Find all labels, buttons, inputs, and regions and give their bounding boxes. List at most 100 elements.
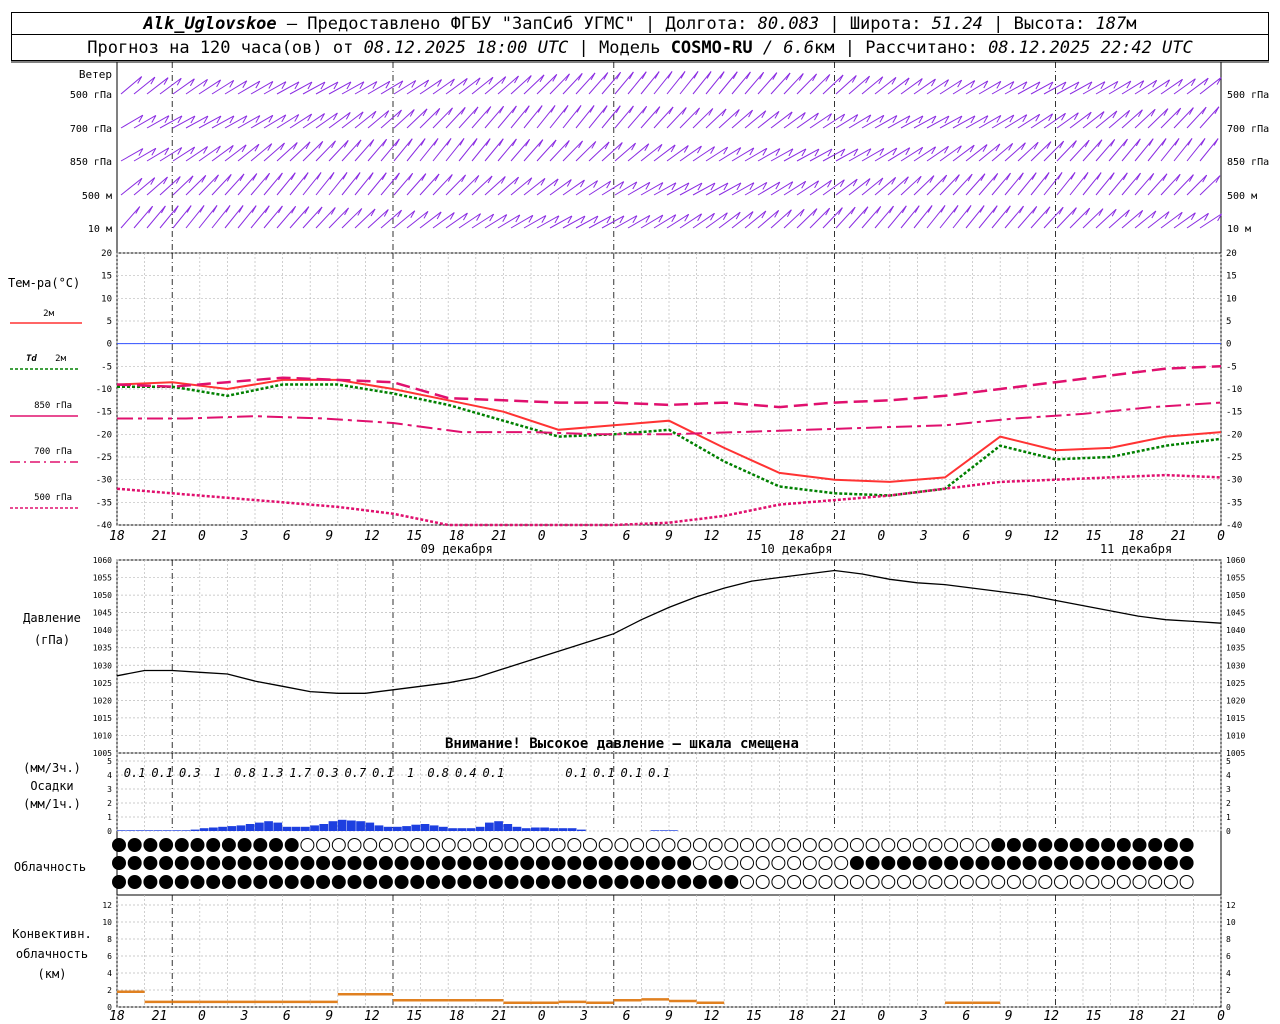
header-line-2: Прогноз на 120 часа(ов) от 08.12.2025 18… [11, 34, 1269, 61]
wind-barb [848, 206, 869, 229]
wind-barb [536, 139, 557, 162]
wind-barb [770, 148, 794, 162]
wind-barb-feather [762, 182, 768, 190]
wind-barb-feather [680, 71, 686, 79]
wind-barb-feather [774, 111, 780, 119]
wind-barb [484, 176, 506, 196]
cloud-symbol [520, 856, 535, 870]
wind-barb [1017, 81, 1041, 95]
wind-barb [1134, 108, 1156, 129]
cloud-symbol [1038, 856, 1053, 870]
wind-barb [263, 142, 285, 162]
temp-tick-left: -20 [96, 430, 112, 440]
wind-barb-feather [255, 115, 261, 123]
wind-barb [536, 215, 560, 229]
wind-barb-feather [996, 115, 1002, 123]
cloud-symbol [127, 856, 142, 870]
wind-barb-feather [268, 115, 274, 123]
cloud-symbol [645, 838, 660, 852]
cloud-symbol [347, 875, 362, 889]
cloud-symbol [1069, 838, 1084, 852]
wind-barb [718, 71, 738, 95]
wind-barb-feather [761, 210, 767, 219]
wind-barb [1121, 210, 1143, 229]
wind-barb [601, 71, 621, 95]
cloud-symbol [630, 875, 645, 889]
cloud-symbol [1006, 856, 1021, 870]
wind-barb-feather [384, 110, 390, 118]
wind-barb-feather [1057, 172, 1063, 180]
precip-bar [466, 828, 476, 831]
precip-bar [264, 821, 273, 831]
hour-label-bottom: 12 [704, 1009, 720, 1024]
wind-barb [497, 176, 519, 196]
forecast-from: 08.12.2025 18:00 UTC [363, 38, 569, 58]
wind-barb-feather [697, 213, 703, 222]
wind-barb-feather [201, 175, 207, 183]
temp-tick-right: -30 [1226, 476, 1242, 486]
wind-barb [497, 105, 517, 129]
cloud-symbol [834, 875, 849, 889]
wind-barb-feather [838, 74, 844, 83]
wind-barb-feather [667, 71, 673, 79]
wind-barb-feather [526, 75, 532, 83]
wind-barb-feather [839, 179, 845, 187]
wind-barb [276, 81, 300, 95]
wind-barb-feather [916, 175, 922, 184]
wind-barb [276, 142, 298, 162]
wind-barb [562, 105, 582, 129]
wind-barb-feather [1123, 138, 1128, 147]
wind-barb [341, 139, 362, 162]
wind-barb [432, 78, 455, 95]
wind-barb [406, 173, 427, 196]
wind-barb [1173, 174, 1194, 196]
wind-barb-feather [1083, 172, 1089, 180]
cloud-symbol [174, 838, 189, 852]
wind-barb-feather [342, 172, 348, 180]
wind-barb [393, 210, 416, 229]
wind-barb [159, 115, 183, 129]
precip-sum-label: 0.1 [621, 766, 643, 780]
wind-barb [211, 145, 234, 162]
precip-bar [347, 820, 356, 831]
cloud-symbol [724, 856, 739, 870]
cloud-symbol [849, 838, 864, 852]
precip-bar [190, 829, 200, 831]
precip-sum-label: 0.1 [483, 766, 505, 780]
wind-barb [718, 147, 741, 162]
cloud-symbol [535, 856, 550, 870]
wind-barb [640, 106, 661, 129]
cloud-symbol [174, 856, 189, 870]
wind-barb [588, 72, 609, 95]
wind-barb-feather [814, 112, 819, 121]
cloud-symbol [692, 856, 707, 870]
wind-barb [1030, 206, 1051, 229]
wind-barb-feather [628, 71, 634, 80]
wind-barb [341, 111, 364, 129]
wind-barb-feather [970, 80, 976, 88]
precip-sum-label: 1.3 [262, 766, 284, 780]
wind-barb-feather [394, 172, 400, 181]
wind-barb-feather [1217, 213, 1223, 222]
cloud-symbol [614, 875, 629, 889]
wind-barb [250, 114, 274, 129]
hour-label-bottom: 12 [364, 1009, 380, 1024]
wind-barb [991, 114, 1015, 129]
wind-barb [354, 81, 378, 95]
cloud-symbol [426, 838, 440, 852]
precip-tick-right: 1 [1226, 813, 1231, 822]
cloud-symbol [614, 856, 629, 870]
wind-barb [757, 72, 778, 95]
cloud-symbol [441, 856, 456, 870]
wind-barb-feather [812, 73, 817, 82]
wind-barb [380, 109, 402, 129]
cloud-symbol [1022, 838, 1037, 852]
hour-label-top: 6 [962, 529, 970, 544]
wind-barb [250, 205, 270, 229]
wind-barb-feather [710, 146, 715, 154]
wind-barb [705, 71, 725, 95]
cloud-symbol [426, 856, 440, 870]
temp-tick-left: 20 [101, 249, 112, 259]
wind-barb-feather [1200, 138, 1206, 146]
cloud-symbol [1006, 838, 1021, 852]
